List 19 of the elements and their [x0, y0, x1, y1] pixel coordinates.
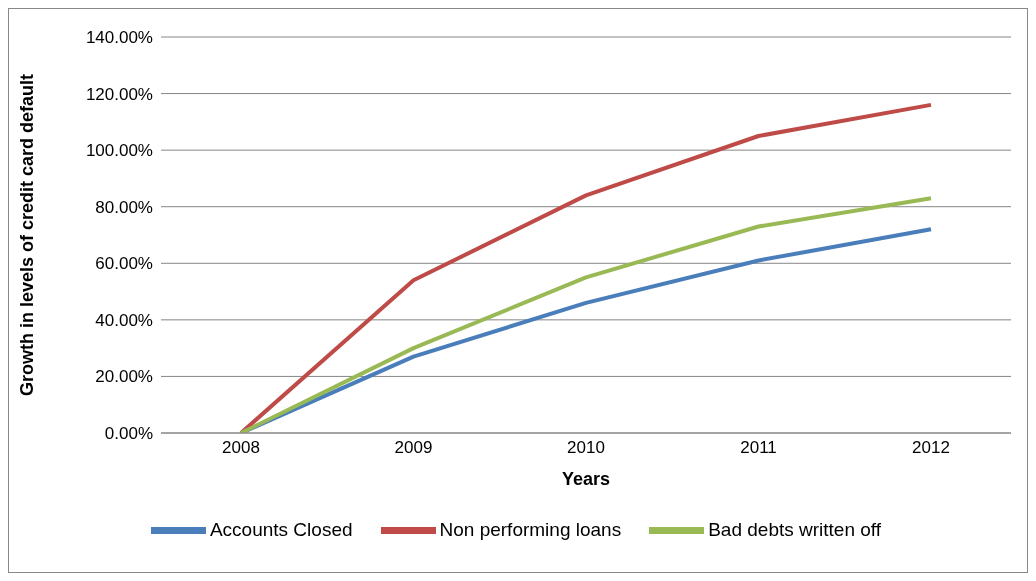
y-axis-title: Growth in levels of credit card default	[17, 73, 38, 397]
y-tick-label: 140.00%	[85, 28, 153, 48]
y-tick-label: 80.00%	[95, 197, 153, 217]
legend-label: Non performing loans	[439, 518, 622, 540]
x-axis-title: Years	[561, 469, 611, 489]
y-tick-label: 20.00%	[95, 367, 153, 387]
legend-label: Accounts Closed	[209, 518, 353, 540]
legend-label: Bad debts written off	[708, 518, 882, 540]
line-series	[239, 102, 933, 433]
x-tick-label: 2011	[740, 438, 777, 458]
y-tick-label: 120.00%	[85, 84, 153, 104]
x-tick-label: 2010	[567, 438, 605, 458]
x-tick-label: 2012	[912, 438, 950, 458]
x-tick-label: 2009	[394, 438, 433, 458]
y-tick-label: 100.00%	[85, 141, 153, 161]
y-tick-label: 60.00%	[95, 254, 153, 274]
y-tick-label: 40.00%	[95, 310, 153, 330]
x-tick-label: 2008	[222, 438, 260, 458]
y-tick-label: 0.00%	[104, 424, 153, 444]
